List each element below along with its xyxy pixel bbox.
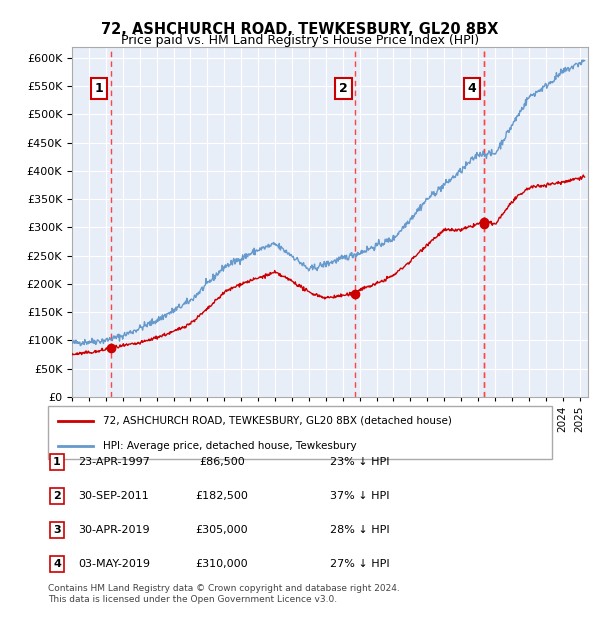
Text: HPI: Average price, detached house, Tewkesbury: HPI: Average price, detached house, Tewk…: [103, 441, 357, 451]
Text: 2: 2: [339, 82, 348, 95]
Text: This data is licensed under the Open Government Licence v3.0.: This data is licensed under the Open Gov…: [48, 595, 337, 604]
Text: 1: 1: [95, 82, 104, 95]
Text: 37% ↓ HPI: 37% ↓ HPI: [330, 491, 389, 501]
Text: Contains HM Land Registry data © Crown copyright and database right 2024.: Contains HM Land Registry data © Crown c…: [48, 584, 400, 593]
Text: 4: 4: [467, 82, 476, 95]
Text: £310,000: £310,000: [196, 559, 248, 569]
Text: 72, ASHCHURCH ROAD, TEWKESBURY, GL20 8BX (detached house): 72, ASHCHURCH ROAD, TEWKESBURY, GL20 8BX…: [103, 416, 452, 426]
Text: 28% ↓ HPI: 28% ↓ HPI: [330, 525, 389, 535]
Text: £182,500: £182,500: [196, 491, 248, 501]
Text: 2: 2: [53, 491, 61, 501]
Text: 30-APR-2019: 30-APR-2019: [78, 525, 150, 535]
Text: £86,500: £86,500: [199, 457, 245, 467]
FancyBboxPatch shape: [48, 406, 552, 459]
Text: Price paid vs. HM Land Registry's House Price Index (HPI): Price paid vs. HM Land Registry's House …: [121, 34, 479, 47]
Text: 30-SEP-2011: 30-SEP-2011: [79, 491, 149, 501]
Text: 1: 1: [53, 457, 61, 467]
Text: 27% ↓ HPI: 27% ↓ HPI: [330, 559, 389, 569]
Text: 03-MAY-2019: 03-MAY-2019: [78, 559, 150, 569]
Text: 3: 3: [53, 525, 61, 535]
Text: 23% ↓ HPI: 23% ↓ HPI: [330, 457, 389, 467]
Text: 72, ASHCHURCH ROAD, TEWKESBURY, GL20 8BX: 72, ASHCHURCH ROAD, TEWKESBURY, GL20 8BX: [101, 22, 499, 37]
Text: 4: 4: [53, 559, 61, 569]
Text: £305,000: £305,000: [196, 525, 248, 535]
Text: 23-APR-1997: 23-APR-1997: [78, 457, 150, 467]
